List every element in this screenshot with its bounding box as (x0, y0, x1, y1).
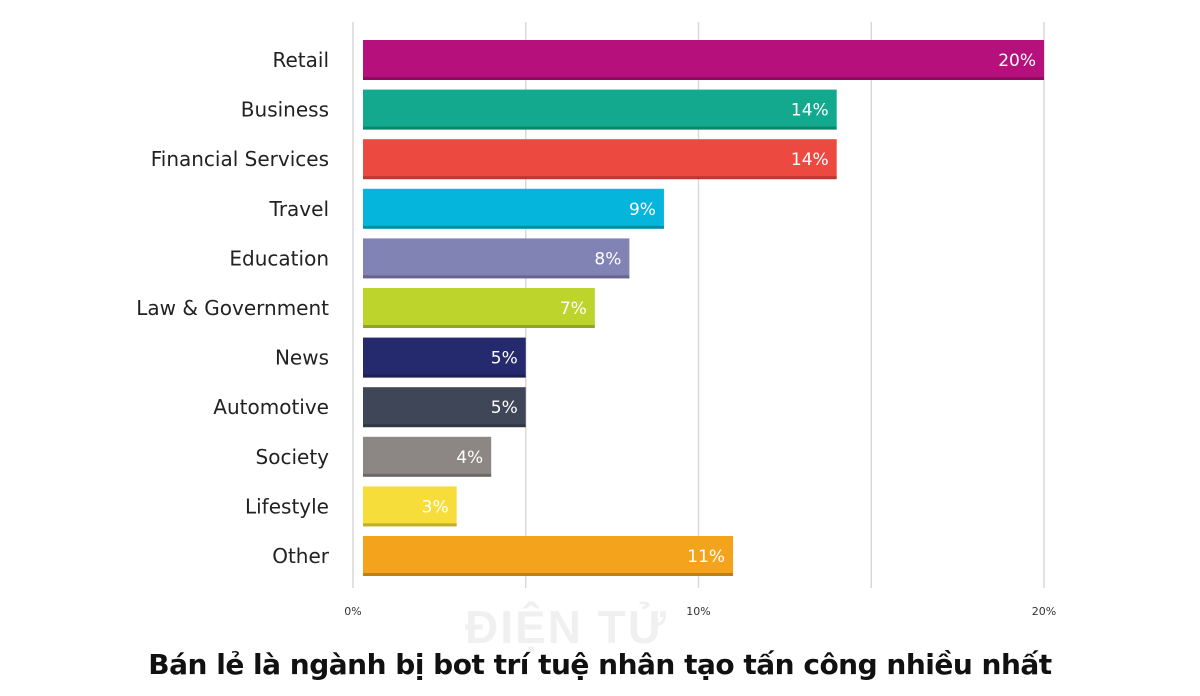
category-label: Education (229, 246, 329, 270)
bar-group: Education 8% (229, 238, 630, 279)
bar-shadow (363, 275, 630, 279)
bar (363, 89, 837, 130)
bar-group: Travel 9% (269, 188, 664, 229)
value-label: 5% (491, 398, 518, 418)
category-label: Retail (272, 48, 329, 72)
category-label: Financial Services (151, 147, 329, 171)
bar-shadow (363, 176, 837, 180)
value-label: 3% (422, 497, 449, 517)
value-label: 20% (998, 51, 1036, 71)
bar-shadow (363, 77, 1044, 80)
value-label: 11% (687, 547, 725, 567)
bar-shadow (363, 523, 457, 527)
category-label: News (275, 346, 329, 370)
bar-group: Law & Government 7% (136, 288, 595, 328)
bar-group: Other 11% (272, 536, 734, 576)
category-label: Society (256, 445, 330, 469)
category-label: Other (272, 544, 330, 568)
bar (363, 387, 526, 428)
bar-shadow (363, 325, 595, 328)
category-label: Automotive (213, 395, 329, 419)
value-label: 4% (456, 448, 483, 468)
bar-shadow (363, 424, 526, 428)
bar (363, 238, 630, 279)
bar-group: Automotive 5% (213, 387, 526, 428)
x-tick-label: 0% (344, 605, 361, 618)
category-label: Lifestyle (245, 494, 329, 518)
value-label: 5% (491, 349, 518, 369)
category-label: Law & Government (136, 296, 329, 320)
bar (363, 188, 664, 229)
x-tick-label: 20% (1032, 605, 1056, 618)
chart-caption: Bán lẻ là ngành bị bot trí tuệ nhân tạo … (148, 648, 1052, 681)
bar (363, 288, 595, 328)
bar-shadow (363, 374, 526, 378)
category-label: Travel (269, 197, 329, 221)
value-label: 14% (791, 150, 829, 170)
value-label: 9% (629, 200, 656, 220)
bar (363, 337, 526, 378)
bar-shadow (363, 225, 664, 229)
x-tick-label: 10% (686, 605, 710, 618)
value-label: 7% (560, 299, 587, 319)
bar (363, 536, 734, 576)
value-label: 8% (594, 249, 621, 269)
category-label: Business (241, 98, 329, 122)
bar (363, 40, 1044, 80)
value-label: 14% (791, 101, 829, 121)
bar (363, 436, 492, 477)
bar-group: News 5% (275, 337, 526, 378)
bar-group: Lifestyle 3% (245, 486, 457, 527)
bar (363, 486, 457, 527)
bar-group: Society 4% (256, 436, 492, 477)
bar-group: Financial Services 14% (151, 139, 837, 180)
watermark-logo: ĐIỆN TỬ (465, 601, 668, 653)
bar (363, 139, 837, 180)
bar-shadow (363, 573, 734, 576)
bar-group: Business 14% (241, 89, 837, 130)
bar-shadow (363, 473, 492, 477)
bar-shadow (363, 126, 837, 130)
bar-group: Retail 20% (272, 40, 1044, 80)
